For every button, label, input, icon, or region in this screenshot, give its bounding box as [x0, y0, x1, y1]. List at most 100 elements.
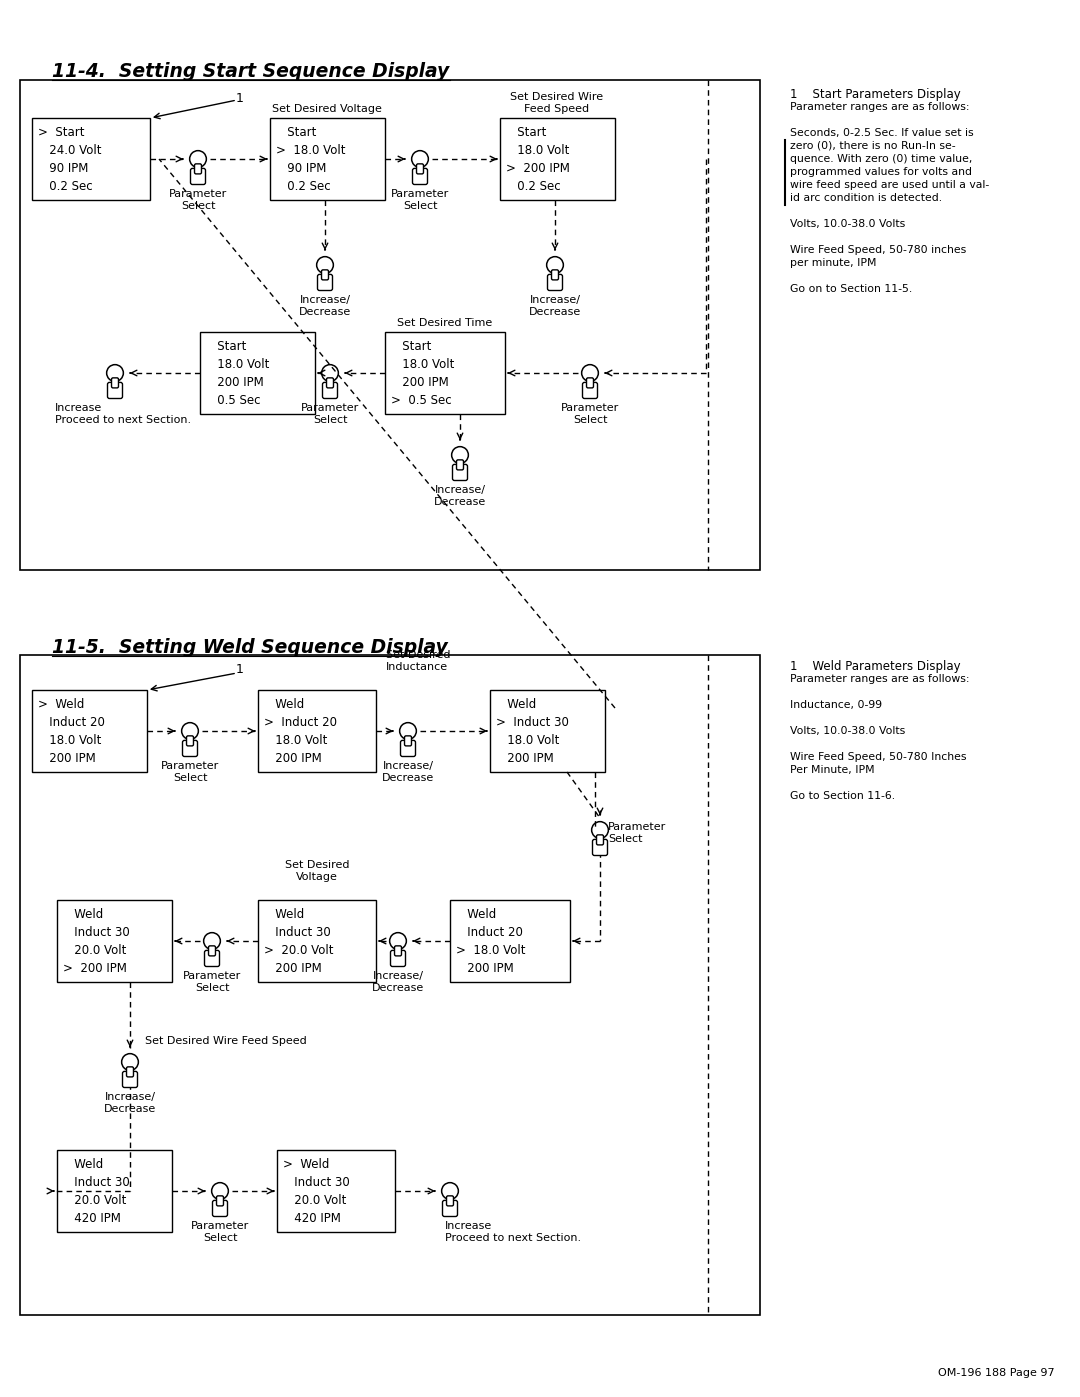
Bar: [276, 1150, 395, 1232]
Text: wire feed speed are used until a val-: wire feed speed are used until a val-: [789, 180, 989, 190]
Text: 1    Start Parameters Display: 1 Start Parameters Display: [789, 88, 961, 101]
FancyBboxPatch shape: [391, 950, 405, 967]
Bar: [32, 690, 147, 773]
Text: Weld: Weld: [63, 1158, 104, 1171]
FancyBboxPatch shape: [194, 163, 202, 173]
Text: id arc condition is detected.: id arc condition is detected.: [789, 193, 942, 203]
FancyBboxPatch shape: [216, 1196, 224, 1206]
Text: Increase/
Decrease: Increase/ Decrease: [529, 295, 581, 317]
FancyBboxPatch shape: [453, 464, 468, 481]
FancyBboxPatch shape: [446, 1196, 454, 1206]
Text: Start: Start: [276, 126, 316, 138]
Text: Increase/
Decrease: Increase/ Decrease: [372, 971, 424, 993]
Text: Parameter
Select: Parameter Select: [191, 1221, 249, 1242]
Text: 200 IPM: 200 IPM: [264, 961, 322, 975]
Text: 11-4.  Setting Start Sequence Display: 11-4. Setting Start Sequence Display: [52, 61, 449, 81]
Text: Induct 30: Induct 30: [283, 1175, 350, 1189]
Text: Increase/
Decrease: Increase/ Decrease: [382, 761, 434, 782]
Text: Volts, 10.0-38.0 Volts: Volts, 10.0-38.0 Volts: [789, 219, 905, 229]
FancyBboxPatch shape: [582, 383, 597, 398]
FancyBboxPatch shape: [323, 383, 337, 398]
Text: 18.0 Volt: 18.0 Volt: [264, 733, 327, 746]
Text: >  200 IPM: > 200 IPM: [63, 961, 126, 975]
FancyBboxPatch shape: [548, 274, 563, 291]
Text: >  18.0 Volt: > 18.0 Volt: [456, 943, 526, 957]
FancyBboxPatch shape: [326, 377, 334, 388]
Text: 200 IPM: 200 IPM: [496, 752, 554, 764]
FancyBboxPatch shape: [318, 274, 333, 291]
FancyBboxPatch shape: [322, 270, 328, 279]
Bar: [21, 655, 760, 1315]
Text: 0.2 Sec: 0.2 Sec: [276, 179, 330, 193]
Text: >  18.0 Volt: > 18.0 Volt: [276, 144, 346, 156]
FancyBboxPatch shape: [213, 1200, 228, 1217]
Text: Increase/
Decrease: Increase/ Decrease: [434, 485, 486, 507]
Text: Parameter
Select: Parameter Select: [301, 402, 360, 425]
Bar: [490, 690, 605, 773]
Text: Set Desired
Voltage: Set Desired Voltage: [285, 861, 349, 882]
Text: >  Induct 20: > Induct 20: [264, 715, 337, 728]
Text: Per Minute, IPM: Per Minute, IPM: [789, 766, 875, 775]
Text: Wire Feed Speed, 50-780 Inches: Wire Feed Speed, 50-780 Inches: [789, 752, 967, 761]
FancyBboxPatch shape: [457, 460, 463, 469]
Text: Parameter
Select: Parameter Select: [183, 971, 241, 993]
Bar: [57, 900, 172, 982]
Text: Set Desired
Inductance: Set Desired Inductance: [386, 651, 450, 672]
Text: Set Desired Time: Set Desired Time: [397, 319, 492, 328]
Text: 200 IPM: 200 IPM: [391, 376, 449, 388]
Bar: [450, 900, 570, 982]
Text: 20.0 Volt: 20.0 Volt: [63, 943, 126, 957]
Text: 20.0 Volt: 20.0 Volt: [283, 1193, 347, 1207]
Bar: [200, 332, 315, 414]
Text: Weld: Weld: [264, 697, 305, 711]
Text: Start: Start: [206, 339, 246, 352]
Bar: [384, 332, 505, 414]
FancyBboxPatch shape: [593, 840, 607, 855]
Text: 1: 1: [237, 92, 244, 105]
Text: 200 IPM: 200 IPM: [264, 752, 322, 764]
Text: Weld: Weld: [456, 908, 496, 921]
Text: 90 IPM: 90 IPM: [38, 162, 89, 175]
Text: 11-5.  Setting Weld Sequence Display: 11-5. Setting Weld Sequence Display: [52, 638, 448, 657]
Text: Induct 30: Induct 30: [63, 1175, 130, 1189]
Text: Seconds, 0-2.5 Sec. If value set is: Seconds, 0-2.5 Sec. If value set is: [789, 129, 974, 138]
Text: 18.0 Volt: 18.0 Volt: [206, 358, 269, 370]
Text: Start: Start: [507, 126, 546, 138]
Text: Parameter ranges are as follows:: Parameter ranges are as follows:: [789, 102, 970, 112]
FancyBboxPatch shape: [596, 835, 604, 845]
Text: >  Induct 30: > Induct 30: [496, 715, 569, 728]
Text: Inductance, 0-99: Inductance, 0-99: [789, 700, 882, 710]
Text: >  200 IPM: > 200 IPM: [507, 162, 570, 175]
FancyBboxPatch shape: [190, 169, 205, 184]
Text: Go to Section 11-6.: Go to Section 11-6.: [789, 791, 895, 800]
FancyBboxPatch shape: [122, 1071, 137, 1087]
Text: programmed values for volts and: programmed values for volts and: [789, 168, 972, 177]
Text: 200 IPM: 200 IPM: [206, 376, 264, 388]
Text: Parameter
Select: Parameter Select: [561, 402, 619, 425]
Text: per minute, IPM: per minute, IPM: [789, 258, 877, 268]
Text: 420 IPM: 420 IPM: [283, 1211, 341, 1225]
Text: Parameter
Select: Parameter Select: [608, 821, 666, 844]
Text: >  Weld: > Weld: [283, 1158, 329, 1171]
Text: 18.0 Volt: 18.0 Volt: [507, 144, 569, 156]
Text: 1    Weld Parameters Display: 1 Weld Parameters Display: [789, 659, 960, 673]
Text: 24.0 Volt: 24.0 Volt: [38, 144, 102, 156]
Text: 18.0 Volt: 18.0 Volt: [391, 358, 455, 370]
Bar: [258, 690, 376, 773]
Text: >  Start: > Start: [38, 126, 84, 138]
FancyBboxPatch shape: [111, 377, 119, 388]
Text: 0.2 Sec: 0.2 Sec: [38, 179, 93, 193]
Text: Start: Start: [391, 339, 431, 352]
FancyBboxPatch shape: [108, 383, 122, 398]
Text: Weld: Weld: [496, 697, 537, 711]
Text: Increase
Proceed to next Section.: Increase Proceed to next Section.: [445, 1221, 581, 1242]
FancyBboxPatch shape: [208, 946, 216, 956]
FancyBboxPatch shape: [394, 946, 402, 956]
Text: Increase/
Decrease: Increase/ Decrease: [299, 295, 351, 317]
FancyBboxPatch shape: [443, 1200, 458, 1217]
Bar: [258, 900, 376, 982]
Text: 90 IPM: 90 IPM: [276, 162, 326, 175]
Text: Set Desired Wire
Feed Speed: Set Desired Wire Feed Speed: [511, 92, 604, 115]
Text: 1: 1: [237, 664, 244, 676]
FancyBboxPatch shape: [183, 740, 198, 757]
